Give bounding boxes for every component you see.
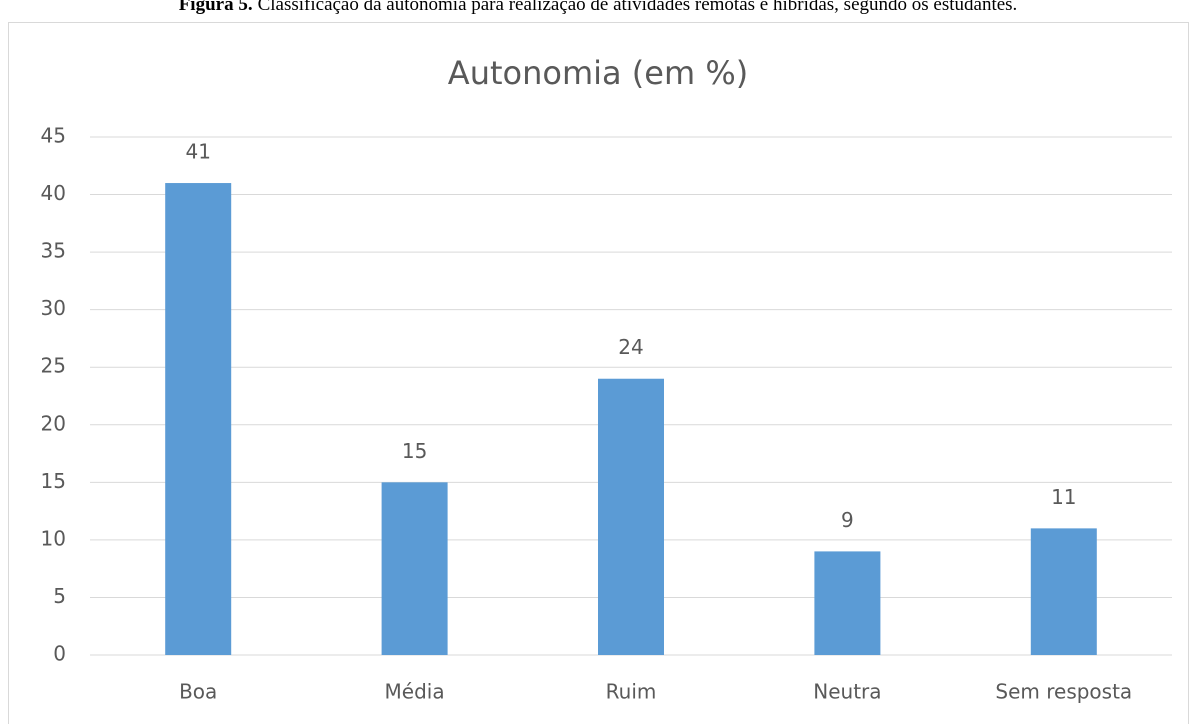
y-tick-label: 10 bbox=[41, 526, 66, 550]
bar bbox=[814, 551, 881, 655]
y-tick-label: 20 bbox=[41, 411, 66, 435]
bar bbox=[1030, 528, 1097, 655]
y-tick-label: 40 bbox=[41, 181, 66, 205]
caption-label: Figura 5. bbox=[179, 0, 253, 15]
bar bbox=[381, 482, 448, 655]
data-label: 15 bbox=[402, 439, 427, 463]
x-tick-label: Neutra bbox=[813, 680, 881, 704]
data-label: 9 bbox=[841, 508, 854, 532]
bar bbox=[165, 183, 232, 656]
y-tick-label: 0 bbox=[53, 642, 66, 666]
data-label: 41 bbox=[185, 140, 210, 164]
caption-text: Classificação da autonomia para realizaç… bbox=[258, 0, 1018, 15]
y-tick-label: 35 bbox=[41, 239, 66, 263]
y-tick-label: 5 bbox=[53, 584, 66, 608]
x-tick-label: Sem resposta bbox=[995, 680, 1132, 704]
x-tick-label: Boa bbox=[179, 680, 217, 704]
y-tick-label: 30 bbox=[41, 296, 66, 320]
x-tick-label: Ruim bbox=[606, 680, 657, 704]
x-tick-label: Média bbox=[385, 680, 445, 704]
data-label: 11 bbox=[1051, 485, 1076, 509]
bar bbox=[598, 378, 664, 655]
chart-title: Autonomia (em %) bbox=[448, 54, 748, 92]
y-tick-label: 45 bbox=[41, 124, 66, 148]
y-tick-label: 25 bbox=[41, 354, 66, 378]
caption: Figura 5. Classificação da autonomia para… bbox=[179, 0, 1018, 15]
y-tick-label: 15 bbox=[41, 469, 66, 493]
data-label: 24 bbox=[618, 335, 643, 359]
